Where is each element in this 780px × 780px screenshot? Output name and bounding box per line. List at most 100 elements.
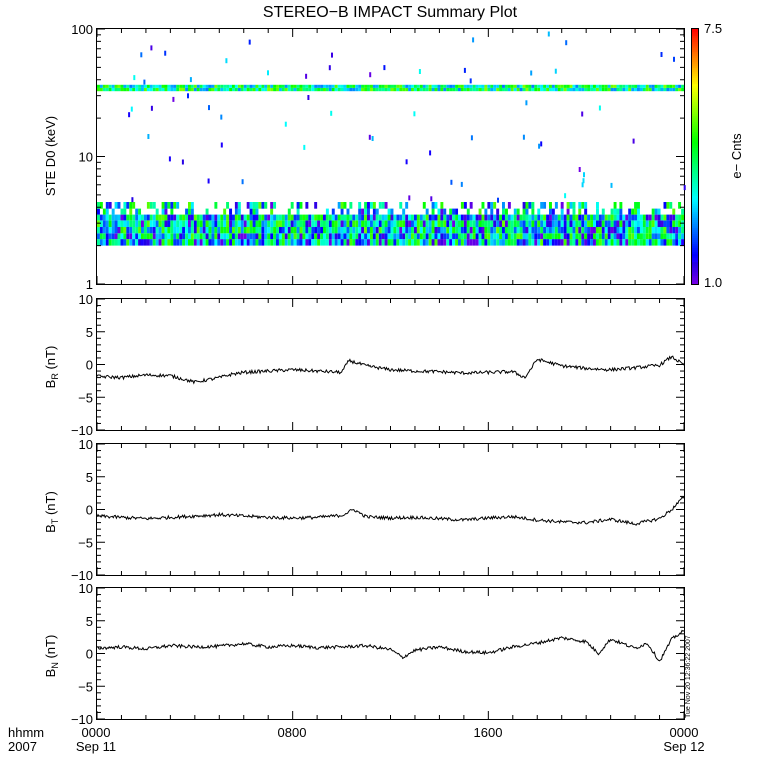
spectrogram-cell [108, 84, 112, 88]
spectrogram-cell [155, 233, 159, 240]
colorbar-swatch [692, 52, 698, 55]
spectrogram-cell [284, 227, 288, 234]
spectrogram-cell [217, 239, 221, 246]
spectrogram-cell [290, 214, 294, 221]
spectrogram-cell [97, 233, 100, 240]
br-ytick-label: 0 [86, 358, 93, 373]
spectrogram-cell [305, 87, 309, 92]
spectrogram-cell [179, 87, 183, 92]
spectrogram-cell [346, 214, 350, 221]
spectrogram-cell [372, 202, 376, 209]
x-row1-label-4: 0000 [670, 725, 699, 740]
spectrogram-cell [120, 220, 124, 227]
spectrogram-cell [120, 87, 124, 92]
spectrogram-cell [149, 202, 153, 209]
spectrogram-cell [190, 87, 194, 92]
spectrogram-cell [384, 233, 388, 240]
spectrogram-cell [331, 84, 335, 88]
spectrogram-cell [293, 233, 297, 240]
spectrogram-cell [434, 202, 438, 209]
spectrogram-cell [534, 233, 538, 240]
spectrogram-cell [226, 227, 230, 234]
spectrogram-cell [566, 233, 570, 240]
spectrogram-cell [164, 220, 168, 227]
spectrogram-cell [513, 227, 517, 234]
spectrogram-cell [534, 87, 538, 92]
spectrogram-cell [132, 239, 136, 246]
spectrogram-cell [610, 233, 614, 240]
spectrogram-cell [469, 227, 473, 234]
spectrogram-cell [502, 87, 505, 92]
spectrogram-cell [452, 233, 456, 240]
colorbar-swatch [692, 268, 698, 271]
spectrogram-cell [237, 87, 241, 92]
spectrogram-cell [637, 84, 640, 88]
spectrogram-speck [189, 77, 192, 83]
spectrogram-cell [138, 84, 142, 88]
spectrogram-cell [460, 87, 464, 92]
spectrogram-speck [430, 196, 433, 202]
spectrogram-cell [279, 84, 282, 88]
spectrogram-cell [493, 214, 497, 221]
spectrogram-cell [437, 239, 441, 246]
spectrogram-cell [196, 84, 200, 88]
spectrogram-cell [381, 87, 385, 92]
spectrogram-cell [334, 239, 338, 246]
spectrogram-cell [610, 84, 614, 88]
colorbar-swatch [692, 272, 698, 275]
spectrogram-cell [214, 84, 218, 88]
spectrogram-cell [196, 220, 200, 227]
spectrogram-cell [651, 214, 655, 221]
spectrogram-cell [220, 214, 224, 221]
colorbar-swatch [692, 74, 698, 77]
spectrogram-cell [455, 208, 459, 215]
spectrogram-cell [455, 220, 459, 227]
bt-trace [96, 496, 685, 526]
spectrogram-cell [443, 233, 447, 240]
spectrogram-cell [123, 202, 127, 209]
colorbar-swatch [692, 160, 698, 163]
spectrogram-cell [625, 214, 629, 221]
colorbar-swatch [692, 92, 698, 95]
spectrogram-cell [672, 220, 676, 227]
spectrogram-cell [211, 233, 215, 240]
spectrogram-cell [188, 239, 191, 246]
spectrogram-cell [135, 84, 139, 88]
spectrogram-cell [554, 214, 558, 221]
spectrogram-cell [176, 202, 180, 209]
spectrogram-cell [522, 239, 526, 246]
spectrogram-cell [375, 220, 379, 227]
spectrogram-speck [150, 105, 153, 111]
spectrogram-cell [102, 233, 106, 240]
colorbar-swatch [692, 48, 698, 51]
spectrogram-speck [284, 121, 287, 127]
spectrogram-cell [343, 202, 347, 209]
spectrogram-speck [460, 181, 463, 187]
spectrogram-cell [135, 214, 139, 221]
spectrogram-cell [475, 87, 479, 92]
spectrogram-speck [408, 195, 411, 201]
spectrogram-cell [346, 220, 350, 227]
spectrogram-cell [496, 214, 500, 221]
spectrogram-cell [475, 227, 479, 234]
bn-ylabel-sub: N [50, 662, 60, 669]
br-ylabel-unit: (nT) [43, 346, 58, 373]
spectrogram-cell [99, 233, 103, 240]
spectrogram-cell [229, 214, 233, 221]
spectrogram-cell [622, 239, 626, 246]
spectrogram-cell [252, 214, 256, 221]
spectrogram-cell [146, 227, 150, 234]
spectrogram-cell [578, 202, 582, 209]
spectrogram-cell [381, 233, 385, 240]
spectrogram-cell [370, 239, 373, 246]
spectrogram-cell [651, 208, 655, 215]
spectrogram-cell [560, 84, 564, 88]
spectrogram-speck [208, 105, 210, 111]
spectrogram-cell [399, 84, 403, 88]
spectrogram-cell [355, 233, 359, 240]
spectrogram-cell [123, 84, 127, 88]
spectrogram-cells [97, 31, 686, 246]
spectrogram-cell [519, 87, 523, 92]
spectrogram-cell [141, 220, 144, 227]
spectrogram-speck [172, 96, 175, 102]
